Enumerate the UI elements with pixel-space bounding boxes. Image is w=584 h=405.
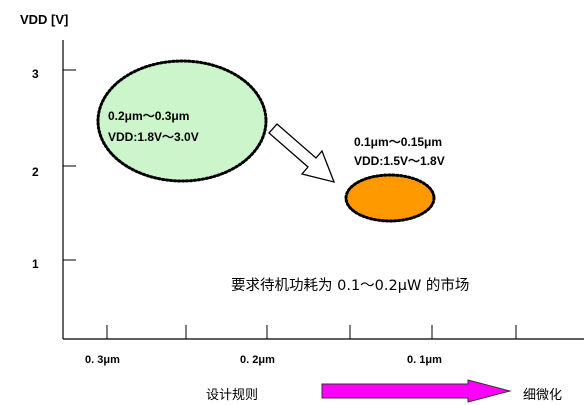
x-direction-label: 细微化: [523, 388, 562, 403]
region-0.1-0.15um-size-label: 0.1μm～0.15μm: [354, 135, 442, 149]
refinement-arrow: [321, 379, 512, 403]
x-tick-label: 0. 2μm: [240, 354, 275, 366]
region-0.2-0.3um: [96, 59, 268, 183]
region-0.2-0.3um-size-label: 0.2μm～0.3μm: [108, 109, 189, 123]
x-tick-label: 0. 1μm: [407, 354, 442, 366]
x-axis-label: 设计规则: [206, 388, 258, 403]
y-tick-label: 3: [32, 67, 39, 81]
region-0.1-0.15um-vdd-label: VDD:1.5V～1.8V: [354, 154, 445, 168]
y-axis-label: VDD [V]: [20, 12, 68, 27]
y-tick-label: 2: [32, 165, 39, 179]
market-annotation: 要求待机功耗为 0.1～0.2μW 的市场: [231, 277, 469, 294]
x-tick-label: 0. 3μm: [85, 354, 120, 366]
y-tick-label: 1: [32, 257, 39, 271]
region-0.2-0.3um-vdd-label: VDD:1.8V～3.0V: [108, 130, 199, 144]
region-0.1-0.15um: [344, 173, 436, 223]
transition-arrow: [268, 123, 336, 183]
